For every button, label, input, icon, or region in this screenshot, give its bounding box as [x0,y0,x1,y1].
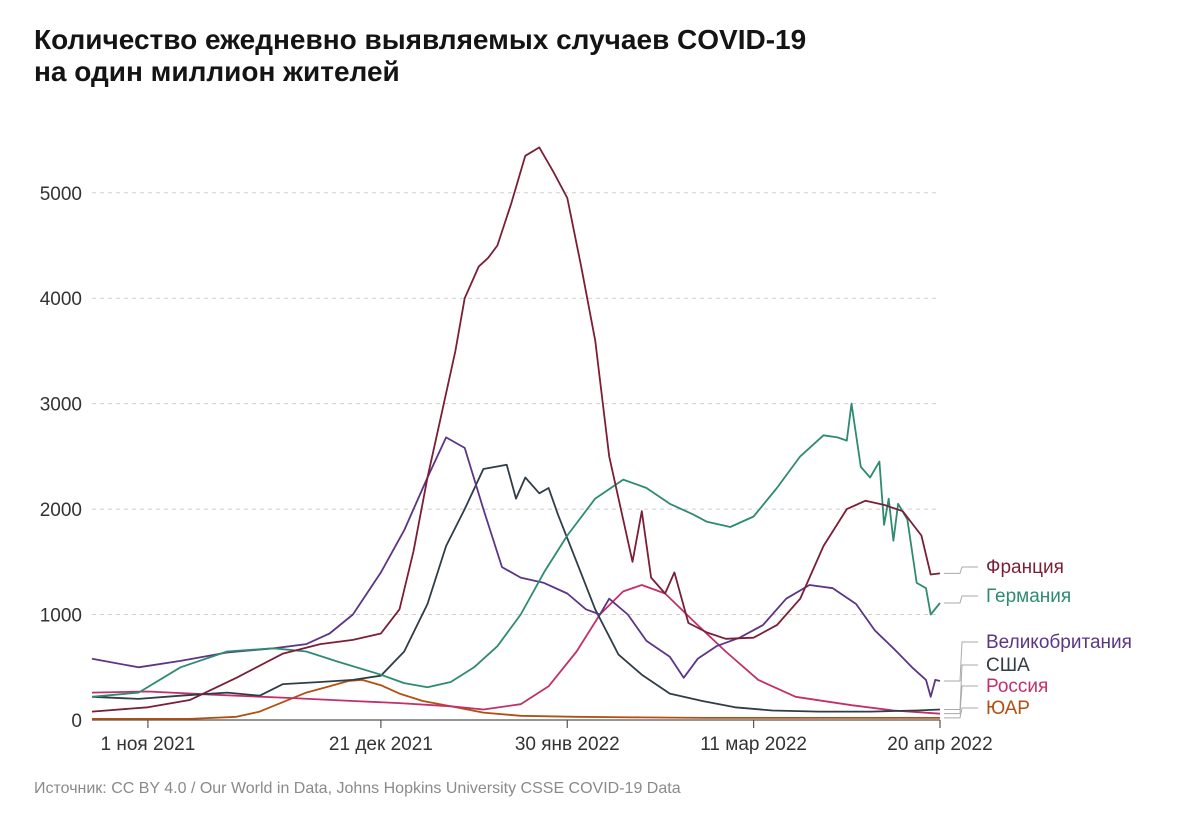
y-tick-label: 2000 [40,500,82,521]
y-tick-label: 0 [71,711,82,732]
series-line [91,402,941,698]
label-leader [944,707,978,719]
series-line [92,679,940,720]
x-axis: 1 ноя 2021 21 дек 2021 30 янв 2022 11 мар 2… [92,719,993,755]
title-line-1: Количество ежедневно выявляемых случаев … [34,24,807,55]
title-line-2: на один миллион жителей [34,56,400,87]
series-lines [91,146,941,720]
label-leader [944,566,978,574]
y-tick-label: 1000 [40,606,82,627]
series-label: Франция [986,557,1064,578]
y-tick-label: 3000 [40,395,82,416]
series-line [91,584,941,715]
label-leader [944,685,978,715]
source-note: Источник: CC BY 4.0 / Our World in Data,… [34,780,681,797]
y-tick-label: 4000 [40,289,82,310]
x-tick-label: 21 дек 2021 [329,734,433,755]
series-label: США [986,655,1030,676]
series-label: ЮАР [986,698,1030,719]
x-tick-label: 20 апр 2022 [887,734,992,755]
label-leader [944,664,978,710]
chart-title: Количество ежедневно выявляемых случаев … [34,24,1034,88]
series-labels: Франция Германия ВеликобританияСШАРоссияЮА… [944,557,1132,719]
series-label: Германия [986,586,1071,607]
x-tick-label: 1 ноя 2021 [101,734,196,755]
x-tick-label: 30 янв 2022 [515,734,620,755]
x-tick-label: 11 мар 2022 [700,734,807,755]
y-axis-ticks: 0 1000 2000 3000 4000 5000 [40,184,82,732]
series-line [91,463,941,713]
series-label: Великобритания [986,632,1132,653]
label-leader [944,641,978,682]
gridlines [92,192,940,616]
series-line [91,436,941,698]
y-tick-label: 5000 [40,184,82,205]
series-line [91,146,941,713]
label-leader [944,595,978,604]
series-label: Россия [986,676,1048,697]
